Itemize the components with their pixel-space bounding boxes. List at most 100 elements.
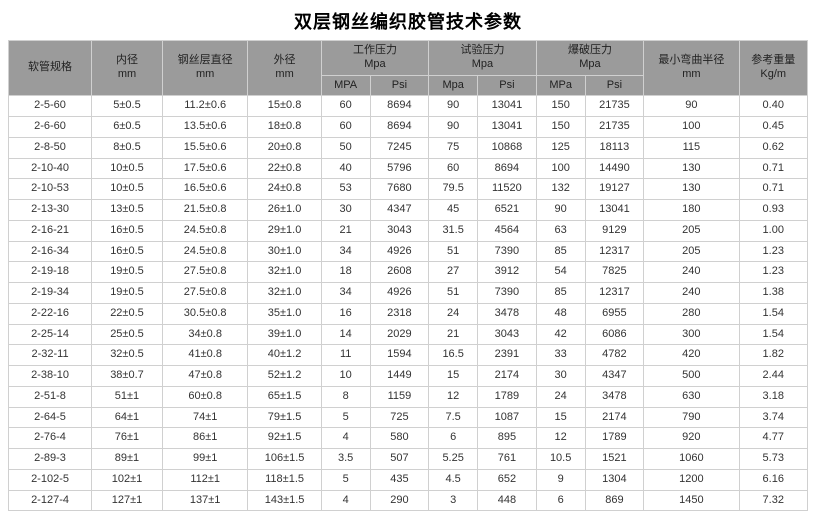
cell-wire: 74±1 [162, 407, 248, 428]
cell-id: 19±0.5 [92, 283, 163, 304]
sub-psi3: Psi [585, 75, 644, 96]
cell-od: 39±1.0 [248, 324, 321, 345]
col-wire: 钢丝层直径mm [162, 41, 248, 96]
cell-od: 35±1.0 [248, 303, 321, 324]
cell-wp_p: 1449 [370, 366, 429, 387]
cell-bp_p: 18113 [585, 137, 644, 158]
cell-wt: 3.74 [739, 407, 808, 428]
col-od: 外径mm [248, 41, 321, 96]
table-row: 2-127-4127±1137±1143±1.54290344868691450… [9, 490, 808, 511]
cell-bp_m: 100 [536, 158, 585, 179]
cell-wp_m: 21 [321, 220, 370, 241]
cell-bend: 920 [644, 428, 739, 449]
cell-tp_m: 16.5 [429, 345, 478, 366]
cell-wp_m: 34 [321, 241, 370, 262]
cell-spec: 2-19-34 [9, 283, 92, 304]
cell-wp_p: 2029 [370, 324, 429, 345]
cell-bp_m: 150 [536, 117, 585, 138]
cell-od: 18±0.8 [248, 117, 321, 138]
cell-wire: 30.5±0.8 [162, 303, 248, 324]
table-row: 2-6-606±0.513.5±0.618±0.8608694901304115… [9, 117, 808, 138]
cell-od: 40±1.2 [248, 345, 321, 366]
cell-tp_m: 3 [429, 490, 478, 511]
cell-wp_m: 4 [321, 428, 370, 449]
cell-spec: 2-22-16 [9, 303, 92, 324]
table-header: 软管规格 内径mm 钢丝层直径mm 外径mm 工作压力Mpa 试验压力Mpa 爆… [9, 41, 808, 96]
cell-bend: 630 [644, 386, 739, 407]
cell-tp_p: 3912 [478, 262, 537, 283]
cell-tp_p: 761 [478, 449, 537, 470]
cell-spec: 2-10-53 [9, 179, 92, 200]
cell-tp_m: 90 [429, 117, 478, 138]
cell-tp_p: 2391 [478, 345, 537, 366]
cell-tp_p: 3478 [478, 303, 537, 324]
cell-wp_p: 290 [370, 490, 429, 511]
cell-od: 15±0.8 [248, 96, 321, 117]
cell-tp_m: 27 [429, 262, 478, 283]
cell-wp_m: 53 [321, 179, 370, 200]
cell-tp_m: 12 [429, 386, 478, 407]
table-row: 2-38-1038±0.747±0.852±1.2101449152174304… [9, 366, 808, 387]
cell-tp_p: 2174 [478, 366, 537, 387]
cell-od: 79±1.5 [248, 407, 321, 428]
cell-tp_m: 5.25 [429, 449, 478, 470]
cell-od: 29±1.0 [248, 220, 321, 241]
cell-spec: 2-64-5 [9, 407, 92, 428]
cell-id: 76±1 [92, 428, 163, 449]
cell-wp_p: 2608 [370, 262, 429, 283]
cell-wp_p: 7680 [370, 179, 429, 200]
cell-bend: 115 [644, 137, 739, 158]
cell-id: 51±1 [92, 386, 163, 407]
cell-wt: 1.38 [739, 283, 808, 304]
cell-bend: 100 [644, 117, 739, 138]
cell-id: 10±0.5 [92, 179, 163, 200]
cell-wt: 1.00 [739, 220, 808, 241]
cell-wp_p: 8694 [370, 96, 429, 117]
cell-bp_p: 21735 [585, 96, 644, 117]
cell-wt: 1.23 [739, 262, 808, 283]
cell-bp_m: 6 [536, 490, 585, 511]
table-row: 2-5-605±0.511.2±0.615±0.8608694901304115… [9, 96, 808, 117]
cell-bend: 205 [644, 241, 739, 262]
cell-tp_p: 652 [478, 469, 537, 490]
cell-tp_p: 3043 [478, 324, 537, 345]
cell-od: 20±0.8 [248, 137, 321, 158]
cell-bp_p: 1789 [585, 428, 644, 449]
cell-tp_p: 13041 [478, 117, 537, 138]
cell-wp_p: 7245 [370, 137, 429, 158]
col-bend: 最小弯曲半径mm [644, 41, 739, 96]
cell-id: 32±0.5 [92, 345, 163, 366]
table-row: 2-64-564±174±179±1.557257.51087152174790… [9, 407, 808, 428]
cell-id: 64±1 [92, 407, 163, 428]
cell-bp_m: 150 [536, 96, 585, 117]
cell-od: 22±0.8 [248, 158, 321, 179]
cell-spec: 2-51-8 [9, 386, 92, 407]
cell-wire: 16.5±0.6 [162, 179, 248, 200]
col-id: 内径mm [92, 41, 163, 96]
cell-wt: 5.73 [739, 449, 808, 470]
cell-spec: 2-89-3 [9, 449, 92, 470]
cell-id: 38±0.7 [92, 366, 163, 387]
cell-bp_m: 63 [536, 220, 585, 241]
table-row: 2-16-2116±0.524.5±0.829±1.021304331.5456… [9, 220, 808, 241]
cell-tp_m: 45 [429, 200, 478, 221]
cell-bp_m: 33 [536, 345, 585, 366]
cell-id: 22±0.5 [92, 303, 163, 324]
cell-spec: 2-25-14 [9, 324, 92, 345]
cell-bp_p: 4347 [585, 366, 644, 387]
cell-wp_m: 5 [321, 469, 370, 490]
cell-wp_p: 1594 [370, 345, 429, 366]
cell-bend: 420 [644, 345, 739, 366]
cell-wp_p: 3043 [370, 220, 429, 241]
cell-bend: 240 [644, 283, 739, 304]
cell-bp_m: 85 [536, 283, 585, 304]
cell-bp_p: 1521 [585, 449, 644, 470]
cell-od: 24±0.8 [248, 179, 321, 200]
cell-bp_m: 12 [536, 428, 585, 449]
cell-bp_p: 2174 [585, 407, 644, 428]
cell-tp_m: 60 [429, 158, 478, 179]
cell-id: 25±0.5 [92, 324, 163, 345]
cell-wt: 0.40 [739, 96, 808, 117]
cell-wire: 17.5±0.6 [162, 158, 248, 179]
cell-tp_m: 21 [429, 324, 478, 345]
